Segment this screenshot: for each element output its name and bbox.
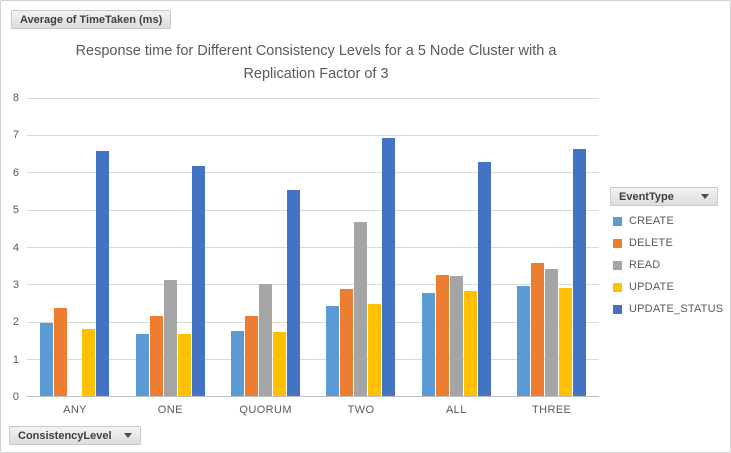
chart-title: Response time for Different Consistency … (61, 40, 571, 86)
chart-title-line2: Replication Factor of 3 (243, 66, 389, 82)
x-axis-category-label-TWO: TWO (347, 404, 375, 416)
bar-DELETE-ALL[interactable] (435, 274, 449, 396)
x-axis-category-label-ALL: ALL (445, 404, 467, 416)
bar-DELETE-QUORUM[interactable] (244, 315, 258, 396)
chevron-down-icon (701, 194, 709, 199)
bar-DELETE-TWO[interactable] (340, 289, 354, 396)
legend: CREATE DELETE READ UPDATE UPDATE_STATUS (613, 215, 723, 315)
bar-CREATE-QUORUM[interactable] (230, 330, 244, 396)
y-axis-tick-label-8: 8 (12, 92, 19, 104)
legend-swatch-CREATE (613, 216, 622, 226)
bar-CREATE-THREE[interactable] (516, 285, 530, 396)
x-axis-category-label-ANY: ANY (63, 404, 87, 416)
legend-swatch-READ (613, 260, 622, 270)
legend-label-DELETE: DELETE (629, 237, 673, 249)
bar-UPDATE-ALL[interactable] (463, 291, 477, 396)
legend-field-label: EventType (619, 190, 674, 203)
gridline-6 (27, 172, 599, 174)
chart-title-line1: Response time for Different Consistency … (75, 43, 557, 59)
bar-UPDATE-TWO[interactable] (368, 304, 382, 396)
y-axis-tick-label-3: 3 (12, 278, 19, 291)
y-axis-tick-label-4: 4 (12, 241, 19, 254)
bar-CREATE-ONE[interactable] (135, 334, 149, 396)
legend-label-UPDATE_STATUS: UPDATE_STATUS (629, 303, 724, 315)
bar-UPDATE_STATUS-ALL[interactable] (477, 162, 491, 396)
legend-field-button[interactable]: EventType (610, 187, 718, 206)
legend-item-CREATE[interactable]: CREATE (613, 215, 723, 227)
gridline-8 (27, 97, 599, 99)
legend-label-READ: READ (629, 259, 661, 271)
bar-READ-ALL[interactable] (449, 276, 463, 396)
legend-swatch-UPDATE_STATUS (613, 304, 622, 314)
legend-item-DELETE[interactable]: DELETE (613, 237, 723, 249)
bar-READ-ONE[interactable] (163, 280, 177, 396)
bar-CREATE-TWO[interactable] (326, 306, 340, 396)
legend-swatch-UPDATE (613, 282, 622, 292)
bar-UPDATE-ONE[interactable] (177, 334, 191, 396)
legend-label-UPDATE: UPDATE (629, 281, 675, 293)
chevron-down-icon (124, 433, 132, 438)
bar-DELETE-THREE[interactable] (530, 263, 544, 396)
bar-UPDATE_STATUS-QUORUM[interactable] (286, 190, 300, 396)
y-axis-tick-label-2: 2 (12, 316, 19, 329)
legend-item-UPDATE[interactable]: UPDATE (613, 281, 723, 293)
bar-DELETE-ONE[interactable] (149, 315, 163, 396)
bar-UPDATE-THREE[interactable] (558, 287, 572, 396)
gridline-1 (27, 359, 599, 361)
x-axis-line (27, 396, 599, 397)
axis-field-button[interactable]: ConsistencyLevel (9, 426, 141, 445)
value-field-button[interactable]: Average of TimeTaken (ms) (11, 10, 172, 29)
bar-UPDATE-QUORUM[interactable] (272, 332, 286, 396)
x-axis-category-label-QUORUM: QUORUM (239, 404, 292, 416)
gridline-4 (27, 247, 599, 248)
bar-CREATE-ANY[interactable] (40, 323, 54, 396)
bar-READ-THREE[interactable] (544, 268, 558, 396)
axis-field-label: ConsistencyLevel (18, 429, 112, 442)
x-axis-category-label-THREE: THREE (532, 404, 572, 416)
y-axis-tick-label-7: 7 (12, 129, 19, 142)
plot-area (27, 97, 599, 397)
bar-UPDATE_STATUS-ANY[interactable] (96, 151, 110, 396)
x-axis-category-label-ONE: ONE (157, 404, 183, 416)
gridline-2 (27, 321, 599, 323)
bar-UPDATE_STATUS-TWO[interactable] (382, 138, 396, 396)
y-axis-tick-label-0: 0 (12, 391, 19, 403)
gridline-3 (27, 284, 599, 286)
legend-swatch-DELETE (613, 238, 622, 248)
bar-CREATE-ALL[interactable] (421, 293, 435, 396)
y-axis-tick-label-1: 1 (12, 353, 19, 366)
bar-READ-QUORUM[interactable] (258, 283, 272, 396)
gridline-7 (27, 134, 599, 136)
value-field-label: Average of TimeTaken (ms) (20, 13, 163, 26)
y-axis-tick-label-5: 5 (12, 204, 19, 217)
y-axis-tick-label-6: 6 (12, 166, 19, 179)
bar-UPDATE-ANY[interactable] (82, 328, 96, 396)
bar-UPDATE_STATUS-THREE[interactable] (572, 149, 586, 396)
gridline-5 (27, 209, 599, 211)
bar-READ-TWO[interactable] (354, 222, 368, 396)
bar-DELETE-ANY[interactable] (54, 308, 68, 396)
legend-item-UPDATE_STATUS[interactable]: UPDATE_STATUS (613, 303, 723, 315)
bar-UPDATE_STATUS-ONE[interactable] (191, 166, 205, 396)
legend-label-CREATE: CREATE (629, 215, 675, 227)
legend-item-READ[interactable]: READ (613, 259, 723, 271)
